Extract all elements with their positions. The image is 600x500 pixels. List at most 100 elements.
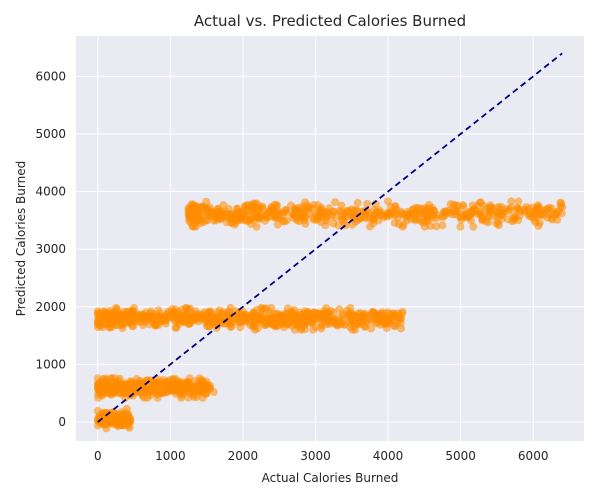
data-point — [132, 317, 141, 326]
data-point — [420, 205, 429, 214]
data-point — [425, 200, 434, 209]
data-point — [178, 385, 187, 394]
data-point — [202, 377, 211, 386]
data-point — [513, 204, 522, 213]
data-point — [367, 324, 376, 333]
data-point — [514, 197, 523, 206]
data-point — [375, 206, 384, 215]
y-tick-label: 4000 — [35, 185, 66, 199]
data-point — [230, 314, 239, 323]
data-point — [553, 210, 562, 219]
data-point — [196, 215, 205, 224]
data-point — [364, 208, 373, 217]
data-point — [99, 384, 108, 393]
data-point — [369, 308, 378, 317]
data-point — [215, 209, 224, 218]
data-point — [461, 210, 470, 219]
data-point — [239, 316, 248, 325]
data-point — [302, 317, 311, 326]
data-point — [93, 406, 102, 415]
data-point — [191, 309, 200, 318]
data-point — [93, 307, 102, 316]
data-point — [322, 311, 331, 320]
data-point — [191, 204, 200, 213]
x-tick-label: 2000 — [228, 449, 259, 463]
data-point — [365, 222, 374, 231]
data-point — [93, 320, 102, 329]
data-point — [241, 310, 250, 319]
data-point — [299, 208, 308, 217]
data-point — [396, 324, 405, 333]
reference-line — [97, 52, 563, 423]
data-point — [206, 307, 215, 316]
data-point — [255, 318, 264, 327]
data-point — [476, 207, 485, 216]
data-point — [104, 310, 113, 319]
data-point — [333, 321, 342, 330]
data-point — [202, 318, 211, 327]
data-point — [360, 309, 369, 318]
data-point — [290, 306, 299, 315]
data-point — [163, 310, 172, 319]
data-point — [100, 319, 109, 328]
data-point — [390, 322, 399, 331]
data-point — [125, 416, 134, 425]
data-point — [261, 213, 270, 222]
y-tick-label: 1000 — [35, 357, 66, 371]
data-point — [398, 307, 407, 316]
data-point — [252, 222, 261, 231]
data-point — [388, 313, 397, 322]
data-point — [503, 206, 512, 215]
data-point — [240, 202, 249, 211]
data-point — [171, 389, 180, 398]
data-point — [510, 214, 519, 223]
data-point — [109, 407, 118, 416]
data-point — [507, 197, 516, 206]
data-point — [126, 383, 135, 392]
data-point — [267, 204, 276, 213]
data-point — [114, 382, 123, 391]
data-point — [329, 219, 338, 228]
data-point — [138, 313, 147, 322]
data-point — [547, 204, 556, 213]
data-points — [93, 197, 567, 433]
data-point — [432, 222, 441, 231]
data-point — [292, 216, 301, 225]
data-point — [118, 324, 127, 333]
data-point — [354, 309, 363, 318]
data-point — [212, 312, 221, 321]
x-tick-label: 0 — [94, 449, 102, 463]
data-point — [360, 322, 369, 331]
data-point — [122, 404, 131, 413]
data-point — [265, 319, 274, 328]
data-point — [240, 208, 249, 217]
data-point — [558, 203, 567, 212]
data-point — [121, 393, 130, 402]
data-point — [243, 217, 252, 226]
data-point — [283, 320, 292, 329]
data-point — [296, 311, 305, 320]
data-point — [316, 212, 325, 221]
data-point — [262, 304, 271, 313]
data-point — [159, 378, 168, 387]
data-point — [125, 313, 134, 322]
data-point — [398, 210, 407, 219]
data-point — [532, 204, 541, 213]
data-point — [174, 316, 183, 325]
x-axis-label: Actual Calories Burned — [262, 471, 399, 485]
x-tick-label: 3000 — [300, 449, 331, 463]
data-point — [344, 208, 353, 217]
chart-title: Actual vs. Predicted Calories Burned — [194, 12, 466, 30]
x-tick-label: 1000 — [155, 449, 186, 463]
data-point — [469, 222, 478, 231]
data-point — [152, 379, 161, 388]
data-point — [198, 393, 207, 402]
data-point — [396, 315, 405, 324]
data-point — [329, 308, 338, 317]
data-point — [309, 214, 318, 223]
data-point — [184, 204, 193, 213]
data-point — [147, 387, 156, 396]
y-tick-label: 0 — [58, 415, 66, 429]
